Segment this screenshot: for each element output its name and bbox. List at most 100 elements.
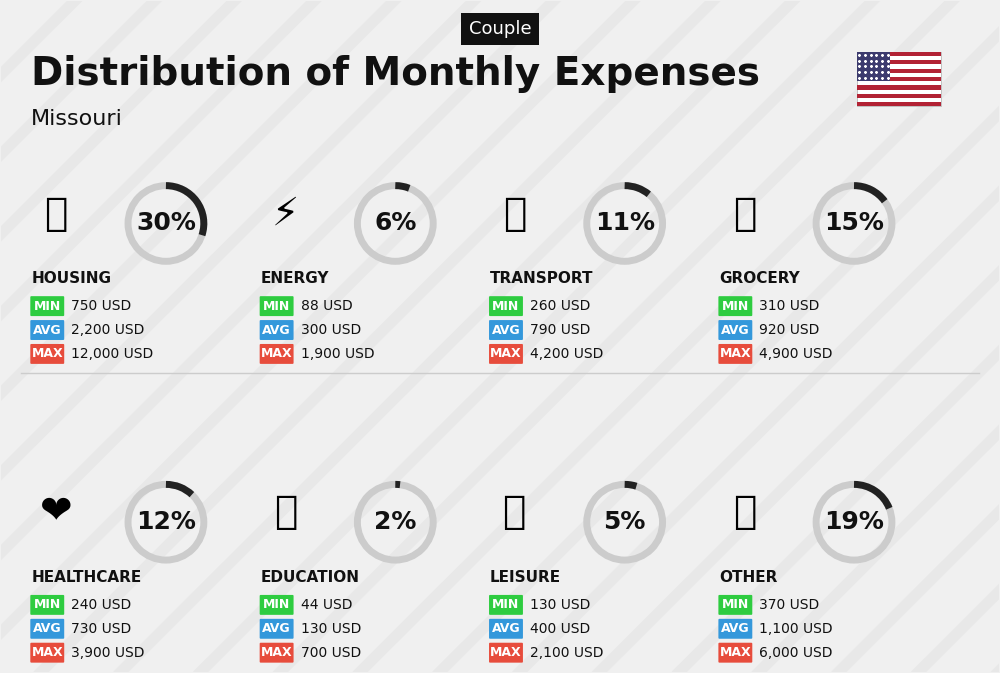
Text: 5%: 5% [603,510,646,534]
Text: MAX: MAX [261,646,292,659]
Text: 2,100 USD: 2,100 USD [530,645,603,660]
Text: 11%: 11% [595,211,655,236]
FancyBboxPatch shape [30,344,64,364]
Text: 300 USD: 300 USD [301,323,361,337]
Text: MIN: MIN [34,299,61,313]
Text: AVG: AVG [33,623,62,635]
FancyBboxPatch shape [489,320,523,340]
FancyBboxPatch shape [857,52,941,56]
FancyBboxPatch shape [30,595,64,615]
FancyBboxPatch shape [718,595,752,615]
Text: MAX: MAX [720,646,751,659]
Text: HOUSING: HOUSING [31,271,111,286]
Text: 790 USD: 790 USD [530,323,590,337]
Text: 30%: 30% [136,211,196,236]
Text: MIN: MIN [722,598,749,611]
FancyBboxPatch shape [857,85,941,90]
Text: ⚡: ⚡ [272,194,299,232]
Text: 🚌: 🚌 [503,194,527,232]
Text: 1,100 USD: 1,100 USD [759,622,833,636]
FancyBboxPatch shape [857,52,890,81]
FancyBboxPatch shape [30,320,64,340]
FancyBboxPatch shape [718,619,752,639]
FancyBboxPatch shape [30,643,64,663]
FancyBboxPatch shape [260,643,294,663]
FancyBboxPatch shape [489,619,523,639]
Text: 240 USD: 240 USD [71,598,131,612]
Text: 6,000 USD: 6,000 USD [759,645,833,660]
Text: 12%: 12% [136,510,196,534]
FancyBboxPatch shape [718,344,752,364]
FancyBboxPatch shape [489,296,523,316]
FancyBboxPatch shape [260,296,294,316]
FancyBboxPatch shape [30,619,64,639]
Text: MIN: MIN [722,299,749,313]
Text: MAX: MAX [490,646,522,659]
Text: AVG: AVG [33,324,62,336]
Text: 🏢: 🏢 [45,194,68,232]
Text: MIN: MIN [492,598,520,611]
Text: 15%: 15% [824,211,884,236]
Text: 44 USD: 44 USD [301,598,352,612]
Text: EDUCATION: EDUCATION [261,569,360,585]
Text: 260 USD: 260 USD [530,299,590,313]
Text: Couple: Couple [469,20,531,38]
FancyBboxPatch shape [718,320,752,340]
Text: AVG: AVG [492,623,520,635]
FancyBboxPatch shape [857,77,941,81]
Text: MIN: MIN [263,299,290,313]
Text: 130 USD: 130 USD [530,598,590,612]
Text: AVG: AVG [721,623,750,635]
Text: 1,900 USD: 1,900 USD [301,347,374,361]
FancyBboxPatch shape [489,643,523,663]
Text: MIN: MIN [492,299,520,313]
Text: 750 USD: 750 USD [71,299,131,313]
Text: 4,900 USD: 4,900 USD [759,347,833,361]
Text: 3,900 USD: 3,900 USD [71,645,145,660]
Text: AVG: AVG [492,324,520,336]
FancyBboxPatch shape [260,344,294,364]
Text: 2%: 2% [374,510,416,534]
Text: LEISURE: LEISURE [490,569,561,585]
Text: 370 USD: 370 USD [759,598,820,612]
Text: AVG: AVG [262,324,291,336]
Text: 920 USD: 920 USD [759,323,820,337]
Text: MIN: MIN [34,598,61,611]
Text: MAX: MAX [31,347,63,361]
FancyBboxPatch shape [260,619,294,639]
FancyBboxPatch shape [718,296,752,316]
Text: 🛍️: 🛍️ [503,493,527,531]
Text: 88 USD: 88 USD [301,299,352,313]
Text: AVG: AVG [262,623,291,635]
Text: Missouri: Missouri [31,109,123,129]
Text: 130 USD: 130 USD [301,622,361,636]
Text: 730 USD: 730 USD [71,622,131,636]
Text: 400 USD: 400 USD [530,622,590,636]
Text: GROCERY: GROCERY [719,271,800,286]
FancyBboxPatch shape [489,595,523,615]
FancyBboxPatch shape [718,643,752,663]
Text: ENERGY: ENERGY [261,271,329,286]
Text: 🛒: 🛒 [733,194,756,232]
Text: ❤️: ❤️ [40,493,73,531]
FancyBboxPatch shape [260,595,294,615]
Text: OTHER: OTHER [719,569,778,585]
Text: 💰: 💰 [733,493,756,531]
Text: HEALTHCARE: HEALTHCARE [31,569,142,585]
FancyBboxPatch shape [857,102,941,106]
Text: 19%: 19% [824,510,884,534]
Text: 🎓: 🎓 [274,493,297,531]
Text: MAX: MAX [720,347,751,361]
Text: MAX: MAX [31,646,63,659]
Text: 6%: 6% [374,211,416,236]
Text: AVG: AVG [721,324,750,336]
FancyBboxPatch shape [857,52,941,106]
Text: 4,200 USD: 4,200 USD [530,347,603,361]
Text: MAX: MAX [490,347,522,361]
Text: MIN: MIN [263,598,290,611]
FancyBboxPatch shape [489,344,523,364]
FancyBboxPatch shape [857,69,941,73]
Text: TRANSPORT: TRANSPORT [490,271,594,286]
Text: 310 USD: 310 USD [759,299,820,313]
Text: 2,200 USD: 2,200 USD [71,323,145,337]
